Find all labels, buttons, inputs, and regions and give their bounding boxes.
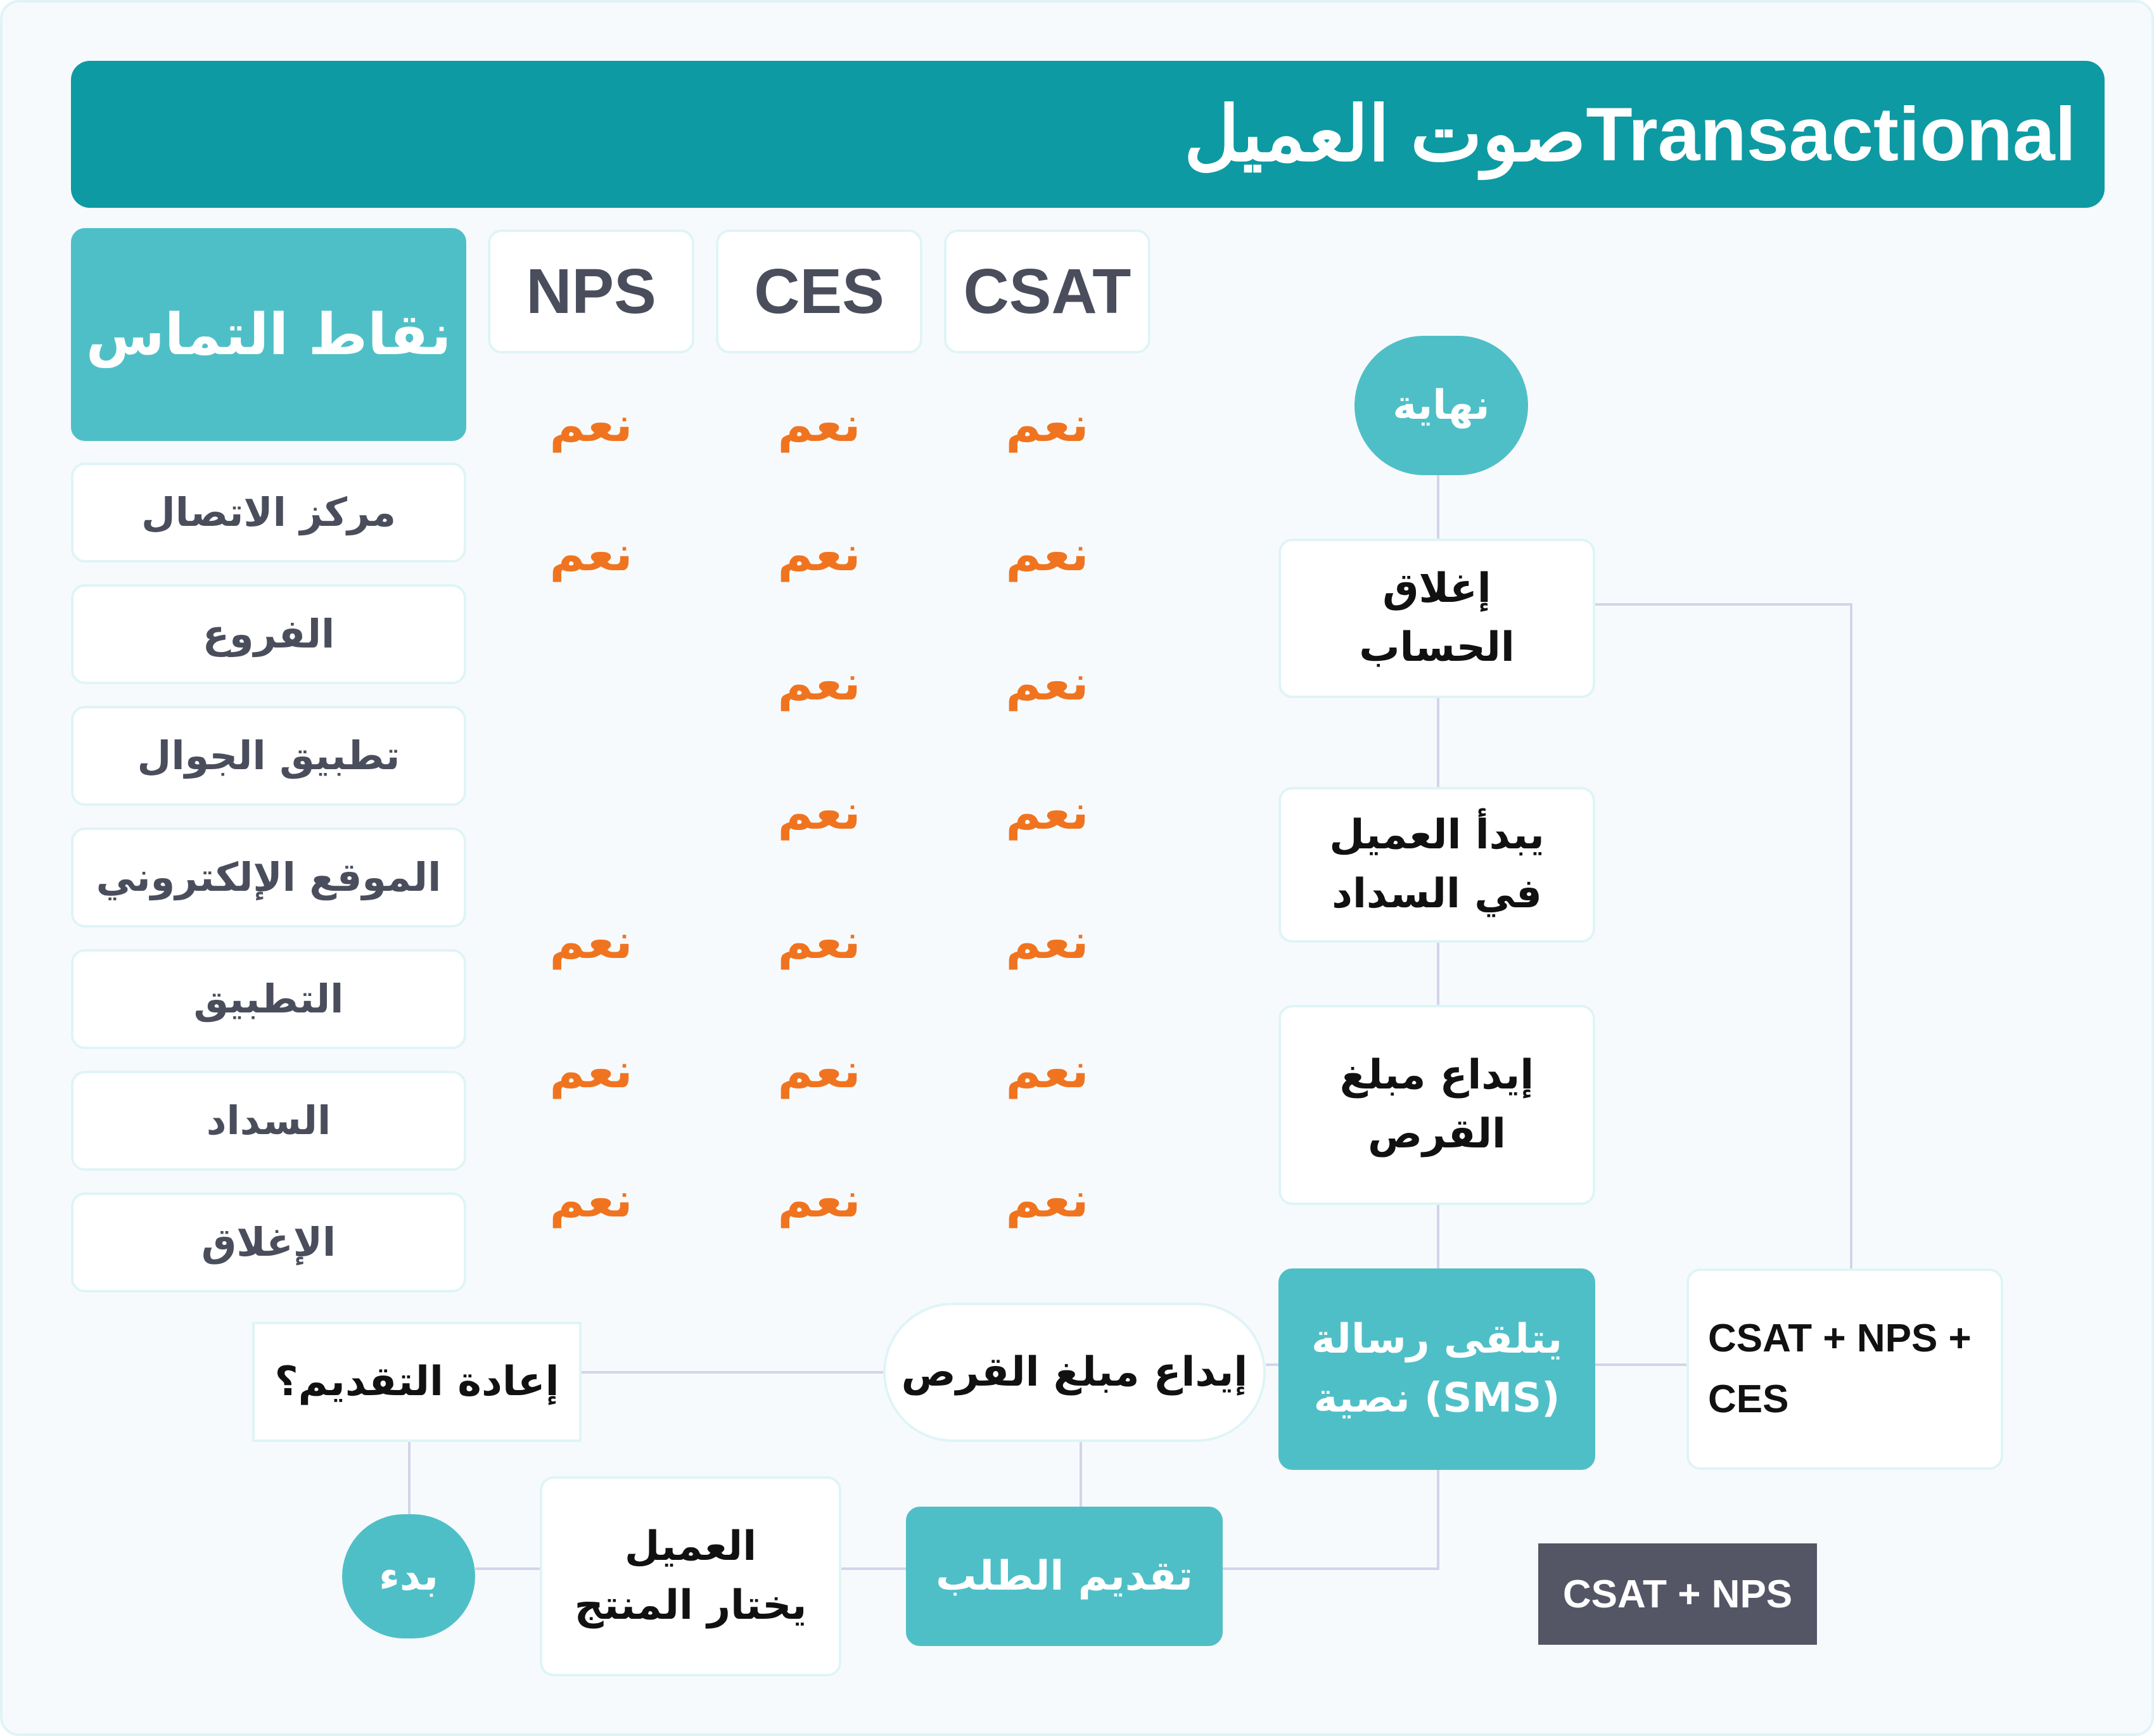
flow-deposit-loan: إيداع مبلغ القرص bbox=[1278, 1005, 1595, 1205]
flow-close-account: إغلاق الحساب bbox=[1278, 539, 1595, 698]
connector-submit-sms bbox=[1223, 1470, 1439, 1570]
connector-close-combo bbox=[1595, 603, 1852, 1268]
flow-end: نهاية bbox=[1354, 336, 1528, 475]
metric-header-nps: NPS bbox=[488, 229, 694, 354]
touchpoint-application: التطبيق bbox=[71, 949, 466, 1049]
legend-metric-badge: CSAT + NPS bbox=[1538, 1543, 1817, 1645]
page-title: صوت العميلTransactional bbox=[1183, 91, 2076, 177]
yes-mark-csat-3: نعم bbox=[1005, 654, 1089, 711]
flow-receive-sms: يتلقى رسالة نصية (SMS) bbox=[1278, 1268, 1595, 1470]
flow-start-repayment: يبدأ العميل في السداد bbox=[1278, 787, 1595, 943]
touchpoint-mobile-app: تطبيق الجوال bbox=[71, 706, 466, 806]
flow-start: بدء bbox=[342, 1514, 475, 1638]
yes-mark-ces-3: نعم bbox=[777, 654, 861, 711]
yes-mark-nps-1: نعم bbox=[549, 396, 633, 452]
yes-mark-ces-2: نعم bbox=[777, 525, 861, 582]
flow-deposit-loan-pill: إيداع مبلغ القرص bbox=[883, 1303, 1266, 1442]
flow-choose-product: العميل يختار المنتج bbox=[540, 1476, 841, 1676]
yes-mark-ces-6: نعم bbox=[777, 1042, 861, 1099]
touchpoint-branches: الفروع bbox=[71, 584, 466, 684]
yes-mark-csat-4: نعم bbox=[1005, 784, 1089, 840]
touchpoint-website: الموقع الإلكتروني bbox=[71, 827, 466, 928]
title-banner: صوت العميلTransactional bbox=[71, 61, 2105, 208]
touchpoint-closing: الإغلاق bbox=[71, 1192, 466, 1292]
yes-mark-nps-2: نعم bbox=[549, 525, 633, 582]
flow-metric-combo: CSAT + NPS + CES bbox=[1686, 1268, 2003, 1470]
yes-mark-nps-6: نعم bbox=[549, 1042, 633, 1099]
yes-mark-ces-5: نعم bbox=[777, 913, 861, 969]
yes-mark-nps-5: نعم bbox=[549, 913, 633, 969]
metric-header-ces: CES bbox=[716, 229, 922, 354]
metric-header-csat: CSAT bbox=[944, 229, 1150, 354]
flow-submit-request: تقديم الطلب bbox=[906, 1507, 1223, 1646]
yes-mark-csat-6: نعم bbox=[1005, 1042, 1089, 1099]
yes-mark-csat-1: نعم bbox=[1005, 396, 1089, 452]
yes-mark-ces-1: نعم bbox=[777, 396, 861, 452]
touchpoints-header: نقاط التماس bbox=[71, 228, 466, 441]
yes-mark-csat-2: نعم bbox=[1005, 525, 1089, 582]
yes-mark-ces-4: نعم bbox=[777, 784, 861, 840]
touchpoint-call-center: مركز الاتصال bbox=[71, 463, 466, 563]
connector-lines bbox=[408, 474, 1852, 1570]
yes-mark-csat-7: نعم bbox=[1005, 1171, 1089, 1228]
yes-mark-nps-7: نعم bbox=[549, 1171, 633, 1228]
yes-mark-csat-5: نعم bbox=[1005, 913, 1089, 969]
touchpoint-repayment: السداد bbox=[71, 1071, 466, 1171]
yes-mark-ces-7: نعم bbox=[777, 1171, 861, 1228]
flow-reapply: إعادة التقديم؟ bbox=[252, 1322, 582, 1442]
